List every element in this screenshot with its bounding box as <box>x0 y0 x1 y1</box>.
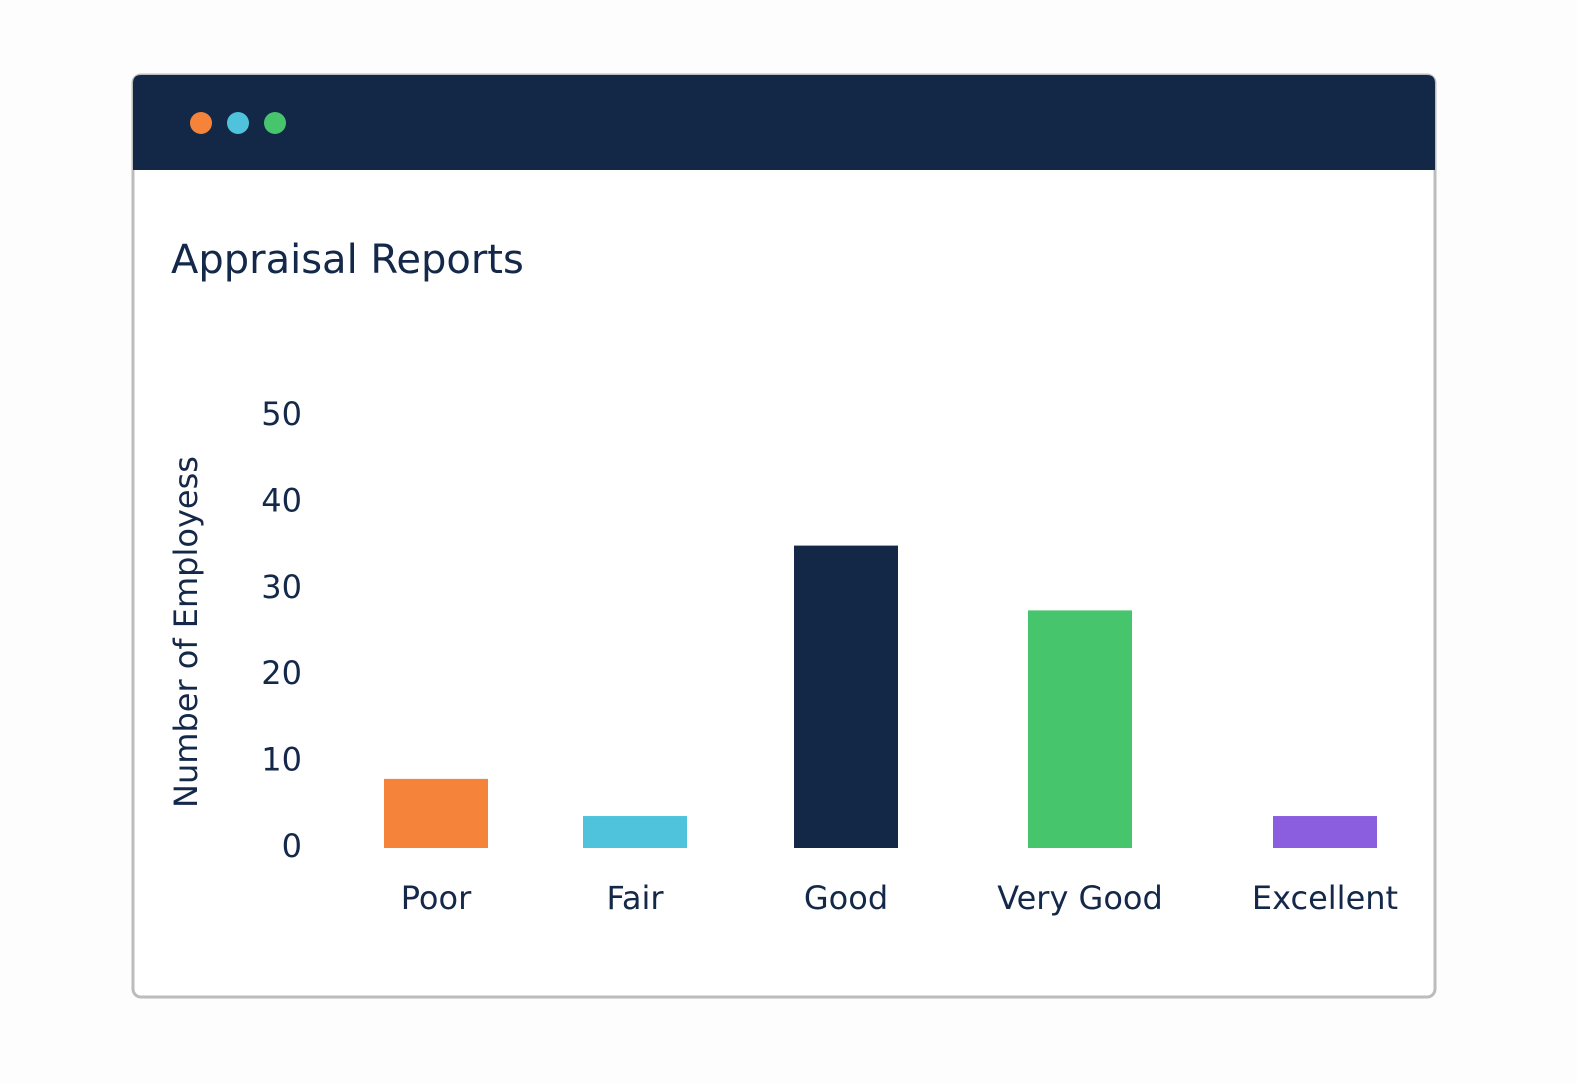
x-tick-label: Fair <box>606 879 664 917</box>
window-titlebar <box>133 75 1435 170</box>
y-tick-label: 0 <box>282 827 302 865</box>
bar <box>1273 816 1377 848</box>
x-tick-label: Excellent <box>1252 879 1398 917</box>
bar <box>794 545 898 848</box>
bar <box>1028 610 1132 848</box>
y-tick-label: 10 <box>261 741 302 779</box>
x-tick-label: Poor <box>401 879 472 917</box>
chart-title: Appraisal Reports <box>171 237 524 283</box>
y-tick-label: 40 <box>261 481 302 519</box>
window-dot-close[interactable] <box>190 112 212 134</box>
y-axis-label: Number of Employess <box>167 456 205 808</box>
bar <box>583 816 687 848</box>
x-tick-label: Very Good <box>997 879 1163 917</box>
window-frame <box>131 73 1437 999</box>
x-tick-label: Good <box>804 879 888 917</box>
bar <box>384 778 488 848</box>
window-dot-maximize[interactable] <box>264 112 286 134</box>
y-tick-label: 30 <box>261 568 302 606</box>
y-tick-label: 50 <box>261 395 302 433</box>
y-tick-label: 20 <box>261 654 302 692</box>
window-dot-minimize[interactable] <box>227 112 249 134</box>
